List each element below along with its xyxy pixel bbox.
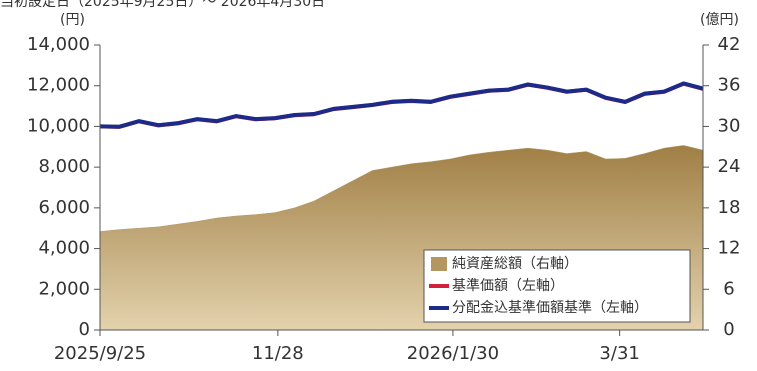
y-tick-label: 10,000 <box>27 115 90 136</box>
y2-unit: (億円) <box>700 12 739 28</box>
y2-tick-label: 12 <box>718 238 741 259</box>
legend-label: 基準価額（左軸） <box>452 277 564 294</box>
y2-tick-label: 30 <box>718 115 741 136</box>
legend-label: 純資産総額（右軸） <box>452 256 578 272</box>
y2-tick-label: 0 <box>723 319 734 340</box>
x-tick-label: 11/28 <box>252 343 304 364</box>
y2-tick-label: 6 <box>723 278 734 299</box>
x-tick-label: 2026/1/30 <box>407 343 499 364</box>
legend-box <box>423 249 691 323</box>
y-tick-label: 12,000 <box>27 75 90 96</box>
y2-tick-label: 42 <box>718 34 741 55</box>
y-tick-label: 4,000 <box>38 238 90 259</box>
legend-swatch <box>431 257 447 271</box>
x-tick-label: 2025/9/25 <box>54 343 146 364</box>
y-tick-label: 6,000 <box>38 197 90 218</box>
y2-tick-label: 18 <box>718 197 741 218</box>
y-tick-label: 0 <box>79 319 90 340</box>
x-tick-label: 3/31 <box>599 343 639 364</box>
y2-tick-label: 36 <box>718 75 741 96</box>
chart-title: 当初設定日（2025年9月25日）～ 2026年4月30日 <box>0 0 325 10</box>
y-tick-label: 14,000 <box>27 34 90 55</box>
y-unit: (円) <box>60 12 85 28</box>
legend-label: 分配金込基準価額基準（左軸） <box>452 299 648 316</box>
y-tick-label: 8,000 <box>38 156 90 177</box>
y2-tick-label: 24 <box>718 156 741 177</box>
line <box>99 81 704 129</box>
y-tick-label: 2,000 <box>38 278 90 299</box>
